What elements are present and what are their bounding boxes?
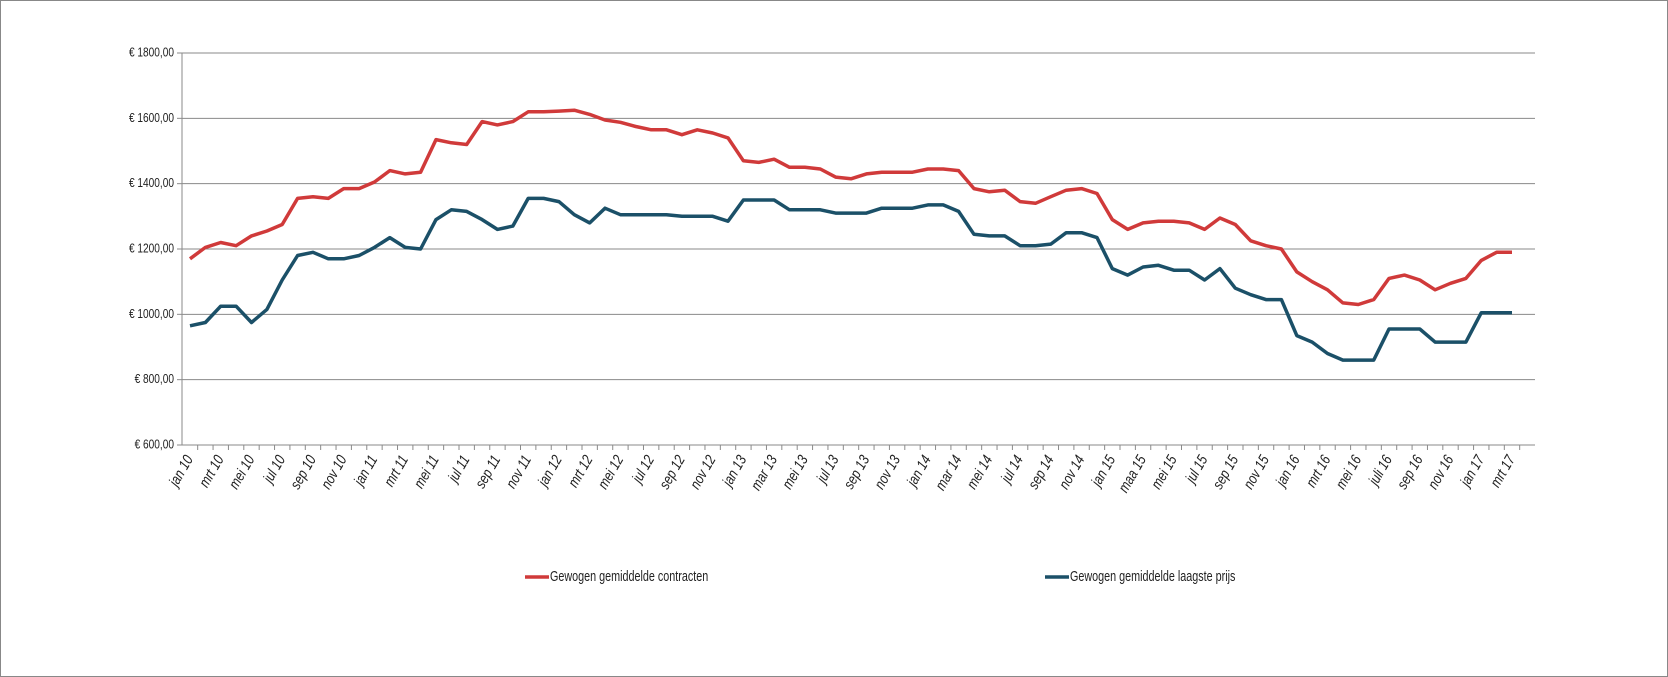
y-tick-label: € 1400,00: [129, 176, 175, 190]
series-line: [189, 196, 1512, 362]
y-tick-label: € 1600,00: [129, 111, 175, 125]
y-tick-label: € 600,00: [135, 437, 175, 451]
y-tick-label: € 1200,00: [129, 241, 175, 255]
legend-label: Gewogen gemiddelde contracten: [550, 567, 708, 584]
y-tick-label: € 1800,00: [129, 45, 175, 59]
series-line: [188, 108, 1512, 307]
y-tick-label: € 800,00: [135, 372, 175, 386]
y-tick-label: € 1000,00: [129, 307, 175, 321]
legend-label: Gewogen gemiddelde laagste prijs: [1070, 567, 1236, 584]
